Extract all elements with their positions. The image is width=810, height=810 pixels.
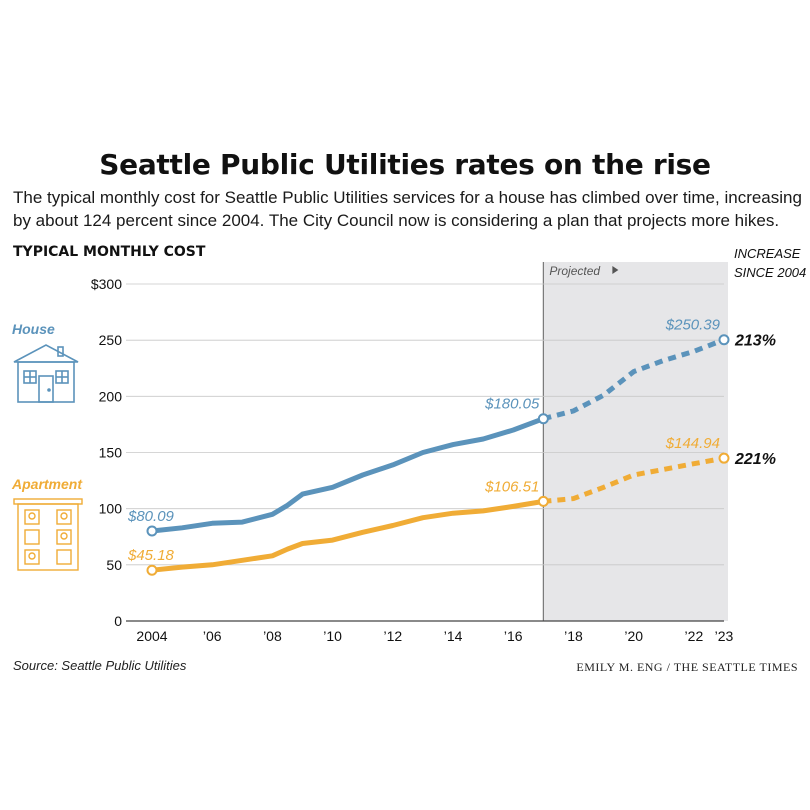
y-tick-label: 150 — [99, 445, 123, 461]
apartment-icon — [13, 498, 83, 571]
chart-subtitle: The typical monthly cost for Seattle Pub… — [13, 188, 802, 230]
x-tick-label: ’22 — [685, 628, 704, 644]
chart-title: Seattle Public Utilities rates on the ri… — [99, 148, 711, 181]
data-point-marker — [718, 452, 730, 464]
series-icons — [13, 344, 83, 571]
series-line-house — [149, 416, 546, 534]
data-point-marker — [146, 525, 158, 537]
data-label: $144.94 — [665, 435, 720, 452]
data-label: $80.09 — [127, 508, 175, 525]
projected-shade — [543, 262, 728, 621]
increase-label-line2: SINCE 2004 — [734, 265, 807, 280]
y-axis-label: TYPICAL MONTHLY COST — [13, 244, 206, 260]
x-tick-label: ’06 — [203, 628, 222, 644]
series-projected-line-apartment — [543, 455, 725, 504]
projected-arrow-icon — [612, 266, 619, 274]
x-tick-label: ’12 — [383, 628, 402, 644]
increase-label: INCREASE SINCE 2004 — [734, 244, 806, 282]
x-tick-label: ’20 — [624, 628, 643, 644]
data-point-marker — [718, 334, 730, 346]
series-name-label: Apartment — [11, 476, 83, 492]
x-tick-label: ’14 — [444, 628, 463, 644]
series-name-label: House — [12, 321, 55, 337]
increase-percent: 221% — [734, 451, 776, 468]
data-labels: $80.09 $180.05 $250.39 213% House $45.18 $106.… — [11, 317, 776, 576]
x-tick-label: ’08 — [263, 628, 282, 644]
x-tick-label: ’10 — [323, 628, 342, 644]
projected-label: Projected — [549, 264, 600, 278]
y-tick-label: 0 — [114, 613, 122, 629]
data-label: $45.18 — [127, 547, 175, 564]
y-tick-label: 200 — [99, 388, 123, 404]
series-lines — [149, 337, 725, 573]
series-line-apartment — [149, 498, 546, 573]
data-label: $180.05 — [484, 396, 540, 413]
y-tick-label: 50 — [106, 557, 122, 573]
data-label: $106.51 — [484, 478, 539, 495]
data-point-marker — [537, 495, 549, 507]
increase-label-line1: INCREASE — [734, 246, 801, 261]
x-tick-label: 2004 — [136, 628, 167, 644]
source-note: Source: Seattle Public Utilities — [13, 658, 187, 673]
y-tick-label: 250 — [99, 332, 123, 348]
projected-region: Projected — [542, 262, 728, 621]
x-tick-label: ’16 — [504, 628, 523, 644]
gridlines: 0 50 100 150 200 250 $300 2004 ’06 ’08 ’10 ’12 ’14 ’1… — [91, 276, 734, 644]
data-label: $250.39 — [665, 317, 721, 334]
credit-line: EMILY M. ENG / THE SEATTLE TIMES — [576, 660, 798, 674]
house-icon — [13, 344, 79, 403]
y-tick-label: 100 — [99, 501, 123, 517]
x-tick-label: ’18 — [564, 628, 583, 644]
x-tick-label: ’23 — [715, 628, 734, 644]
data-point-marker — [537, 413, 549, 425]
increase-percent: 213% — [734, 333, 776, 350]
series-projected-line-house — [542, 337, 725, 422]
y-tick-label: $300 — [91, 276, 122, 292]
data-point-marker — [146, 564, 158, 576]
